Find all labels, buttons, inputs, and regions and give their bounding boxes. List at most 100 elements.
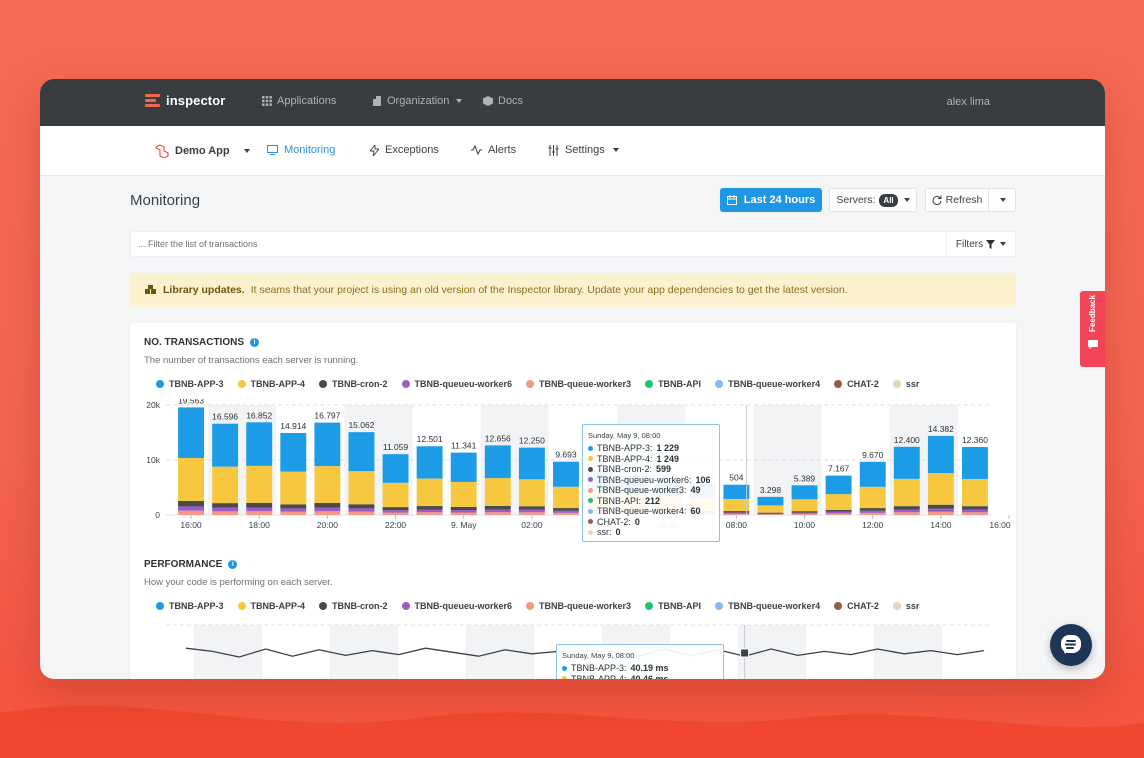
bar-segment[interactable] — [178, 501, 204, 507]
bar-segment[interactable] — [212, 503, 239, 508]
bar-segment[interactable] — [962, 506, 988, 510]
bar-segment[interactable] — [178, 407, 204, 458]
bar-segment[interactable] — [382, 454, 409, 483]
bar-segment[interactable] — [757, 514, 784, 515]
transactions-legend-item[interactable]: CHAT-2 — [834, 379, 879, 389]
filters-button[interactable]: Filters — [946, 232, 1015, 256]
bar-segment[interactable] — [280, 432, 307, 472]
bar-segment[interactable] — [314, 511, 341, 515]
bar-segment[interactable] — [859, 512, 886, 515]
bar-segment[interactable] — [553, 486, 579, 509]
bar-segment[interactable] — [757, 505, 784, 513]
tab-monitoring[interactable]: Monitoring — [267, 144, 335, 156]
bar-segment[interactable] — [962, 512, 988, 515]
tab-exceptions[interactable]: Exceptions — [370, 144, 439, 156]
bar-segment[interactable] — [484, 512, 511, 515]
bar-segment[interactable] — [280, 508, 307, 512]
bar-segment[interactable] — [348, 471, 375, 505]
bar-segment[interactable] — [825, 509, 852, 512]
bar-segment[interactable] — [859, 486, 886, 509]
bar-segment[interactable] — [212, 423, 239, 467]
bar-segment[interactable] — [962, 478, 988, 507]
bar-segment[interactable] — [757, 513, 784, 515]
bar-segment[interactable] — [348, 511, 375, 515]
bar-segment[interactable] — [246, 502, 273, 508]
bar-segment[interactable] — [246, 422, 273, 466]
bar-segment[interactable] — [757, 496, 784, 506]
bar-segment[interactable] — [178, 506, 204, 511]
bar-segment[interactable] — [484, 445, 511, 479]
bar-segment[interactable] — [484, 509, 511, 513]
info-icon[interactable]: i — [250, 338, 259, 347]
bar-segment[interactable] — [791, 513, 818, 515]
bar-segment[interactable] — [382, 512, 409, 515]
bar-segment[interactable] — [382, 482, 409, 508]
performance-legend-item[interactable]: TBNB-APP-3 — [156, 601, 224, 611]
transactions-legend-item[interactable]: TBNB-queueu-worker6 — [401, 379, 512, 389]
bar-segment[interactable] — [382, 507, 409, 511]
bar-segment[interactable] — [382, 510, 409, 513]
servers-dropdown[interactable]: Servers: All — [829, 188, 917, 212]
bar-segment[interactable] — [212, 507, 239, 512]
bar-segment[interactable] — [553, 510, 579, 513]
nav-organization[interactable]: Organization — [372, 95, 463, 107]
transactions-legend-item[interactable]: TBNB-APP-3 — [156, 379, 224, 389]
bar-segment[interactable] — [791, 485, 818, 500]
bar-segment[interactable] — [280, 504, 307, 509]
feedback-tab[interactable]: Feedback — [1080, 291, 1105, 367]
info-icon[interactable]: i — [228, 560, 238, 569]
bar-segment[interactable] — [893, 506, 920, 510]
performance-legend-item[interactable]: TBNB-cron-2 — [319, 601, 388, 611]
bar-segment[interactable] — [416, 506, 443, 510]
bar-segment[interactable] — [723, 484, 750, 499]
bar-segment[interactable] — [416, 478, 443, 507]
bar-segment[interactable] — [416, 512, 443, 515]
transactions-legend-item[interactable]: TBNB-API — [645, 379, 701, 389]
bar-segment[interactable] — [927, 511, 954, 515]
refresh-button[interactable]: Refresh — [926, 189, 989, 211]
performance-legend-item[interactable]: CHAT-2 — [834, 601, 879, 611]
bar-segment[interactable] — [927, 473, 954, 505]
bar-segment[interactable] — [484, 505, 511, 510]
bar-segment[interactable] — [314, 502, 341, 508]
nav-docs[interactable]: Docs — [483, 95, 523, 107]
transactions-legend-item[interactable]: TBNB-queue-worker3 — [526, 379, 631, 389]
bar-segment[interactable] — [723, 498, 750, 512]
bar-segment[interactable] — [416, 509, 443, 513]
bar-segment[interactable] — [927, 435, 954, 474]
transactions-legend-item[interactable]: TBNB-APP-4 — [237, 379, 305, 389]
chat-widget-button[interactable] — [1050, 624, 1092, 666]
transactions-legend-item[interactable]: TBNB-cron-2 — [319, 379, 388, 389]
performance-legend-item[interactable]: TBNB-API — [645, 601, 701, 611]
bar-segment[interactable] — [246, 511, 273, 515]
bar-segment[interactable] — [280, 511, 307, 515]
bar-segment[interactable] — [723, 512, 750, 514]
bar-segment[interactable] — [280, 471, 307, 505]
bar-segment[interactable] — [825, 475, 852, 495]
bar-segment[interactable] — [859, 510, 886, 513]
bar-segment[interactable] — [518, 479, 545, 507]
bar-segment[interactable] — [927, 504, 954, 509]
bar-segment[interactable] — [518, 447, 545, 480]
bar-segment[interactable] — [450, 512, 477, 515]
bar-segment[interactable] — [212, 466, 239, 504]
bar-segment[interactable] — [962, 509, 988, 513]
bar-segment[interactable] — [450, 452, 477, 482]
brand-logo[interactable]: inspector — [145, 93, 225, 108]
bar-segment[interactable] — [314, 466, 341, 503]
bar-segment[interactable] — [859, 461, 886, 487]
bar-segment[interactable] — [553, 508, 579, 511]
performance-legend-item[interactable]: ssr — [892, 601, 919, 611]
bar-segment[interactable] — [348, 504, 375, 509]
tab-settings[interactable]: Settings — [548, 144, 619, 156]
bar-segment[interactable] — [791, 511, 818, 513]
refresh-options-toggle[interactable] — [989, 198, 1015, 202]
bar-segment[interactable] — [348, 508, 375, 512]
nav-applications[interactable]: Applications — [262, 95, 336, 107]
bar-segment[interactable] — [518, 512, 545, 515]
bar-segment[interactable] — [518, 509, 545, 513]
time-range-button[interactable]: Last 24 hours — [720, 188, 822, 212]
bar-segment[interactable] — [178, 510, 204, 515]
bar-segment[interactable] — [246, 507, 273, 512]
performance-legend-item[interactable]: TBNB-queue-worker3 — [526, 601, 631, 611]
